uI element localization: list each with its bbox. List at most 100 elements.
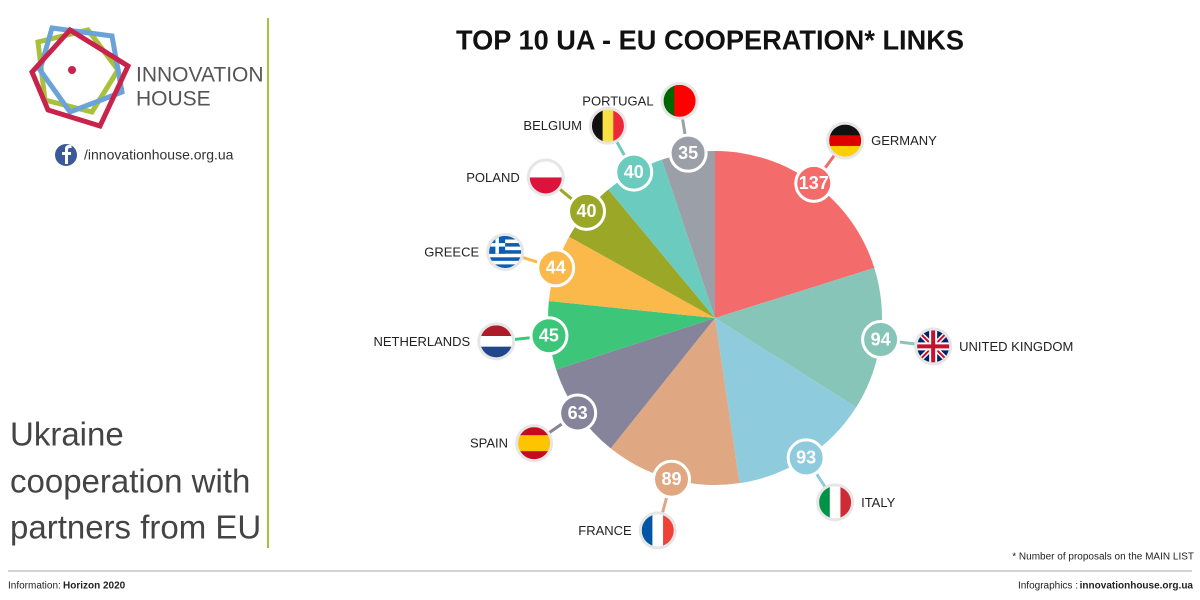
data-label: 63: [568, 403, 588, 423]
pie-labels: 137 94 93 89 63 45 44 40 40 35: [496, 100, 934, 531]
flag-body: [819, 486, 852, 519]
flag-stripe: [529, 177, 562, 194]
chart-title: TOP 10 UA - EU COOPERATION* LINKS: [456, 24, 964, 55]
footnote: * Number of proposals on the MAIN LIST: [1012, 552, 1194, 563]
pie-slice: [661, 151, 715, 318]
flag-cross: [917, 330, 950, 363]
data-label: 89: [662, 469, 682, 489]
flag-body: [829, 124, 862, 157]
flag-stripe: [829, 486, 841, 519]
flag: [826, 121, 865, 160]
category-label: UNITED KINGDOM: [959, 339, 1073, 354]
value-badge: [861, 320, 901, 360]
data-label: 40: [577, 201, 597, 221]
footer-label: Information:: [8, 581, 61, 592]
flag-body: [917, 330, 950, 363]
data-label: 40: [624, 162, 644, 182]
flag-stripe: [518, 451, 551, 460]
flag: [588, 106, 627, 145]
flag-stripe: [819, 486, 831, 519]
pie-slice: [715, 318, 857, 484]
logo-mark: [29, 25, 132, 130]
category-label: NETHERLANDS: [373, 334, 470, 349]
pie-slice: [548, 236, 715, 318]
value-badge: [614, 152, 654, 192]
flag-body: [529, 161, 562, 194]
pie-slice: [608, 159, 715, 318]
data-label: 137: [799, 173, 829, 193]
flag-stripe: [489, 253, 522, 258]
side-text: Ukraine: [10, 416, 124, 453]
flag-stripe: [602, 109, 614, 142]
flag-stripe: [684, 84, 696, 117]
flag-body: [591, 109, 624, 142]
value-badge: [668, 133, 708, 173]
flag-stripe: [591, 109, 604, 142]
side-text: cooperation with: [10, 463, 250, 500]
pie-slice: [610, 318, 740, 485]
side-text: partners from EU: [10, 509, 261, 546]
flag-stripe: [529, 161, 562, 178]
data-label: 93: [796, 448, 816, 468]
flag-stripe: [489, 260, 522, 265]
flag-stripe: [480, 325, 513, 337]
data-label: 45: [539, 325, 559, 345]
value-badge: [652, 459, 692, 499]
flag-stripe: [613, 109, 624, 142]
category-label: BELGIUM: [523, 118, 582, 133]
flag: [914, 327, 953, 366]
footer-label: Infographics :: [1018, 581, 1078, 592]
data-label: 35: [678, 143, 698, 163]
flag-stripe: [518, 443, 551, 452]
footer-credit[interactable]: innovationhouse.org.ua: [1080, 581, 1194, 592]
value-badge: [786, 438, 826, 478]
flag-body: [489, 235, 522, 268]
flag-body: [663, 84, 696, 117]
category-label: PORTUGAL: [582, 93, 653, 108]
flag: [477, 322, 516, 361]
flag-stripe: [480, 335, 513, 348]
flag-body: [480, 325, 513, 358]
pie-slice: [715, 151, 875, 318]
data-label: 44: [546, 258, 566, 278]
flag-stripe: [480, 346, 513, 358]
flag: [526, 158, 565, 197]
flag: [816, 483, 855, 522]
pie-slice: [569, 189, 715, 318]
value-badge: [794, 163, 834, 203]
flag: [486, 232, 525, 271]
flag-stripe: [518, 435, 551, 444]
pie: [548, 151, 883, 485]
footer-source: Horizon 2020: [63, 581, 126, 592]
category-label: GREECE: [424, 244, 479, 259]
flag-stripe: [489, 264, 522, 268]
flag-stripe: [652, 514, 664, 547]
value-badge: [529, 316, 569, 356]
flag: [515, 424, 554, 463]
logo-text: INNOVATION: [136, 64, 264, 87]
flag-stripe: [663, 514, 674, 547]
flag-body: [518, 427, 551, 460]
pie-slice: [715, 267, 883, 408]
category-label: GERMANY: [871, 133, 937, 148]
pie-slice: [548, 301, 715, 370]
flag-body: [641, 514, 674, 547]
flag-stripe: [489, 257, 522, 262]
flag-stripe: [641, 514, 653, 547]
category-label: FRANCE: [578, 523, 632, 538]
data-label: 94: [871, 329, 891, 349]
value-badge: [567, 191, 607, 231]
social-link[interactable]: /innovationhouse.org.ua: [84, 147, 234, 163]
flag-stripe: [829, 135, 862, 147]
value-badge: [558, 393, 598, 433]
category-label: ITALY: [861, 495, 896, 510]
category-label: SPAIN: [470, 436, 508, 451]
logo-text: HOUSE: [136, 88, 211, 111]
flag-stripe: [829, 145, 862, 157]
flag-stripe: [829, 124, 862, 136]
flag-cross: [489, 235, 506, 254]
flag-stripe: [518, 427, 551, 436]
facebook-icon[interactable]: [55, 144, 77, 166]
flag: [660, 81, 699, 120]
